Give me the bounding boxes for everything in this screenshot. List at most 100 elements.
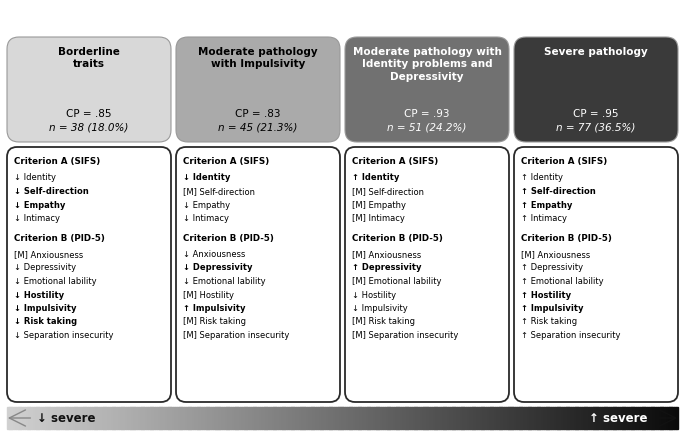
Bar (18, 407, 21, 429)
Text: ↑ Depressivity: ↑ Depressivity (352, 264, 421, 273)
Bar (208, 407, 211, 429)
Bar (452, 407, 455, 429)
FancyBboxPatch shape (345, 147, 509, 402)
Bar (618, 407, 621, 429)
Bar (615, 407, 618, 429)
Text: ↑ Emotional lability: ↑ Emotional lability (521, 277, 603, 286)
Bar (542, 407, 545, 429)
Text: ↑ Impulsivity: ↑ Impulsivity (521, 304, 584, 313)
Text: ↑ Hostility: ↑ Hostility (521, 291, 571, 299)
Bar (72, 407, 75, 429)
Bar (486, 407, 488, 429)
Text: Criterion B (PID-5): Criterion B (PID-5) (352, 233, 443, 243)
Bar (150, 407, 153, 429)
Bar (604, 407, 607, 429)
Bar (362, 407, 365, 429)
Bar (506, 407, 508, 429)
Bar (631, 407, 634, 429)
Bar (394, 407, 397, 429)
Text: CP = .85: CP = .85 (66, 109, 112, 119)
Bar (159, 407, 162, 429)
FancyBboxPatch shape (176, 37, 340, 142)
Bar (47, 407, 50, 429)
Bar (519, 407, 522, 429)
Bar (61, 407, 64, 429)
Bar (83, 407, 86, 429)
Bar (119, 407, 121, 429)
Bar (510, 407, 513, 429)
Text: ↓ Emotional lability: ↓ Emotional lability (183, 277, 266, 286)
Text: ↓ Identity: ↓ Identity (183, 173, 230, 183)
Bar (432, 407, 435, 429)
Bar (226, 407, 229, 429)
Bar (67, 407, 70, 429)
Bar (79, 407, 82, 429)
Bar (219, 407, 222, 429)
Bar (356, 407, 359, 429)
Bar (92, 407, 95, 429)
Text: [M] Hostility: [M] Hostility (183, 291, 234, 299)
Bar (114, 407, 117, 429)
Text: Moderate pathology
with Impulsivity: Moderate pathology with Impulsivity (198, 47, 318, 69)
Text: ↓ Anxiousness: ↓ Anxiousness (183, 250, 245, 259)
Bar (340, 407, 343, 429)
Bar (557, 407, 560, 429)
Text: [M] Anxiousness: [M] Anxiousness (352, 250, 421, 259)
Bar (427, 407, 430, 429)
Bar (286, 407, 289, 429)
Bar (260, 407, 262, 429)
Text: ↑ Depressivity: ↑ Depressivity (521, 264, 583, 273)
Bar (123, 407, 126, 429)
Bar (179, 407, 182, 429)
Bar (76, 407, 79, 429)
Bar (40, 407, 43, 429)
Bar (658, 407, 660, 429)
Bar (537, 407, 540, 429)
Bar (584, 407, 587, 429)
Bar (438, 407, 441, 429)
Bar (58, 407, 61, 429)
Text: ↓ Emotional lability: ↓ Emotional lability (14, 277, 97, 286)
Bar (358, 407, 361, 429)
Bar (381, 407, 384, 429)
Bar (293, 407, 296, 429)
Bar (369, 407, 372, 429)
Bar (535, 407, 538, 429)
Bar (188, 407, 191, 429)
Bar (640, 407, 643, 429)
Text: ↓ Separation insecurity: ↓ Separation insecurity (14, 331, 114, 340)
Bar (177, 407, 179, 429)
FancyBboxPatch shape (7, 37, 171, 142)
Bar (470, 407, 473, 429)
Bar (378, 407, 381, 429)
Text: Criterion B (PID-5): Criterion B (PID-5) (521, 233, 612, 243)
Bar (12, 407, 14, 429)
Bar (258, 407, 260, 429)
Bar (434, 407, 437, 429)
Bar (472, 407, 475, 429)
Bar (577, 407, 580, 429)
Bar (327, 407, 329, 429)
Bar (383, 407, 386, 429)
Bar (497, 407, 499, 429)
Bar (240, 407, 242, 429)
FancyBboxPatch shape (514, 147, 678, 402)
Bar (284, 407, 287, 429)
Bar (166, 407, 169, 429)
Text: Criterion A (SIFS): Criterion A (SIFS) (521, 157, 607, 166)
Bar (29, 407, 32, 429)
Bar (410, 407, 412, 429)
Text: n = 51 (24.2%): n = 51 (24.2%) (387, 123, 466, 133)
Bar (190, 407, 193, 429)
Bar (676, 407, 679, 429)
Bar (461, 407, 464, 429)
Text: [M] Risk taking: [M] Risk taking (352, 318, 415, 326)
Bar (475, 407, 477, 429)
Text: n = 77 (36.5%): n = 77 (36.5%) (556, 123, 636, 133)
Bar (199, 407, 202, 429)
Bar (569, 407, 571, 429)
Bar (307, 407, 310, 429)
Bar (521, 407, 524, 429)
Text: ↓ Empathy: ↓ Empathy (183, 201, 230, 209)
Bar (555, 407, 558, 429)
